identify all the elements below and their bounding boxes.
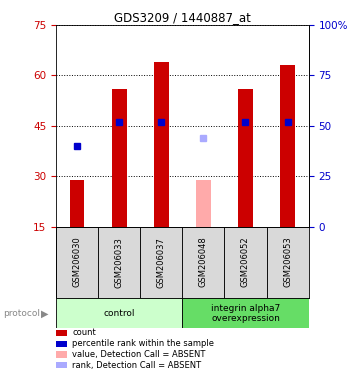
Text: percentile rank within the sample: percentile rank within the sample: [72, 339, 214, 348]
Title: GDS3209 / 1440887_at: GDS3209 / 1440887_at: [114, 11, 251, 24]
Text: ▶: ▶: [41, 308, 49, 318]
Text: GSM206033: GSM206033: [115, 237, 123, 288]
Text: GSM206030: GSM206030: [73, 237, 82, 288]
Text: count: count: [72, 328, 96, 338]
Bar: [225, 227, 266, 298]
Bar: [112, 89, 126, 227]
Text: GSM206053: GSM206053: [283, 237, 292, 288]
Text: control: control: [103, 309, 135, 318]
Bar: [238, 89, 253, 227]
Bar: [196, 180, 211, 227]
Bar: [70, 180, 84, 227]
Bar: [98, 227, 140, 298]
Bar: [56, 227, 98, 298]
Bar: [140, 227, 182, 298]
Text: GSM206037: GSM206037: [157, 237, 166, 288]
Text: value, Detection Call = ABSENT: value, Detection Call = ABSENT: [72, 350, 205, 359]
Text: GSM206048: GSM206048: [199, 237, 208, 288]
Bar: [280, 65, 295, 227]
Bar: [266, 227, 309, 298]
Bar: [182, 227, 225, 298]
Text: rank, Detection Call = ABSENT: rank, Detection Call = ABSENT: [72, 361, 201, 370]
Text: GSM206052: GSM206052: [241, 237, 250, 287]
Text: integrin alpha7
overexpression: integrin alpha7 overexpression: [211, 304, 280, 323]
Bar: [56, 298, 182, 328]
Bar: [182, 298, 309, 328]
Bar: [154, 62, 169, 227]
Text: protocol: protocol: [4, 309, 40, 318]
